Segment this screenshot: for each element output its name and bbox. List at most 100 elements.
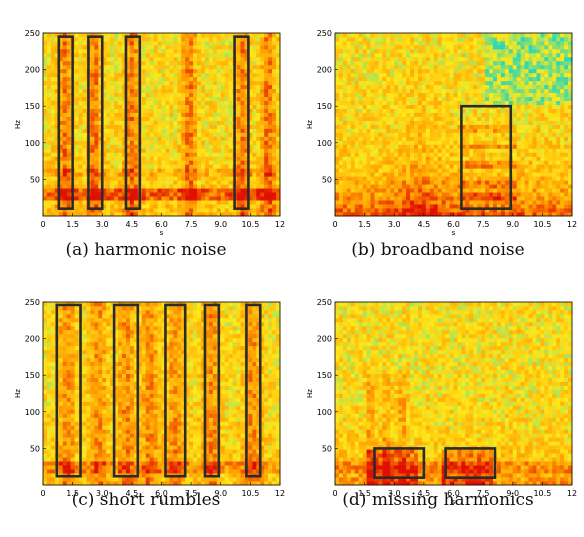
heatmap-cell <box>477 108 482 113</box>
heatmap-cell <box>378 136 383 141</box>
heatmap-cell <box>122 152 127 157</box>
heatmap-cell <box>335 108 340 113</box>
heatmap-cell <box>208 200 214 205</box>
heatmap-cell <box>425 156 431 161</box>
heatmap-cell <box>165 40 170 46</box>
heatmap-cell <box>240 92 245 98</box>
heatmap-cell <box>240 188 245 193</box>
heatmap-cell <box>208 80 214 86</box>
heatmap-cell <box>62 164 68 169</box>
heatmap-cell <box>165 184 170 189</box>
heatmap-cell <box>66 180 72 185</box>
heatmap-cell <box>449 104 454 109</box>
heatmap-cell <box>386 140 391 145</box>
heatmap-cell <box>193 48 198 54</box>
heatmap-cell <box>500 156 506 161</box>
heatmap-cell <box>43 108 48 113</box>
heatmap-cell <box>516 196 522 201</box>
heatmap-cell <box>437 208 443 213</box>
heatmap-cell <box>201 72 206 78</box>
heatmap-cell <box>141 188 147 193</box>
heatmap-cell <box>264 100 269 106</box>
heatmap-cell <box>382 196 387 201</box>
heatmap-cell <box>173 168 178 173</box>
heatmap-cell <box>94 68 99 74</box>
heatmap-cell <box>129 180 135 185</box>
heatmap-cell <box>485 88 490 94</box>
heatmap-cell <box>236 144 241 149</box>
heatmap-cell <box>189 188 194 193</box>
heatmap-cell <box>370 104 375 109</box>
heatmap-cell <box>204 104 210 109</box>
heatmap-cell <box>66 124 72 129</box>
heatmap-cell <box>477 152 482 157</box>
heatmap-cell <box>236 96 241 102</box>
heatmap-cell <box>496 124 502 129</box>
heatmap-cell <box>189 100 194 106</box>
heatmap-cell <box>465 68 470 74</box>
heatmap-cell <box>169 160 174 165</box>
heatmap-cell <box>477 33 482 38</box>
heatmap-cell <box>173 48 178 54</box>
heatmap-cell <box>489 116 494 121</box>
heatmap-cell <box>248 148 253 153</box>
heatmap-cell <box>224 160 230 165</box>
heatmap-cell <box>153 180 158 185</box>
heatmap-cell <box>461 68 466 74</box>
heatmap-cell <box>212 132 218 137</box>
heatmap-cell <box>516 104 522 109</box>
heatmap-cell <box>43 200 48 205</box>
heatmap-cell <box>354 204 360 209</box>
heatmap-cell <box>268 48 273 54</box>
heatmap-cell <box>453 44 458 50</box>
heatmap-cell <box>516 88 522 94</box>
heatmap-cell <box>189 84 194 90</box>
heatmap-cell <box>421 140 427 145</box>
heatmap-cell <box>118 60 123 66</box>
heatmap-cell <box>193 180 198 185</box>
heatmap-cell <box>133 136 139 141</box>
heatmap-cell <box>173 196 178 201</box>
heatmap-cell <box>386 132 391 137</box>
heatmap-cell <box>43 56 48 62</box>
heatmap-cell <box>181 168 186 173</box>
heatmap-cell <box>402 168 407 173</box>
heatmap-cell <box>378 212 383 217</box>
heatmap-cell <box>272 132 277 137</box>
heatmap-cell <box>441 144 446 149</box>
heatmap-cell <box>220 164 226 169</box>
heatmap-cell <box>441 184 446 189</box>
heatmap-cell <box>386 88 391 94</box>
heatmap-cell <box>453 164 458 169</box>
heatmap-cell <box>114 168 119 173</box>
heatmap-cell <box>78 156 83 161</box>
heatmap-cell <box>461 172 466 177</box>
heatmap-cell <box>362 100 367 106</box>
heatmap-cell <box>256 120 261 125</box>
heatmap-cell <box>248 172 253 177</box>
heatmap-cell <box>54 92 60 98</box>
heatmap-cell <box>469 72 474 78</box>
heatmap-cell <box>264 60 269 66</box>
heatmap-cell <box>244 200 249 205</box>
heatmap-cell <box>177 184 182 189</box>
heatmap-cell <box>110 64 115 70</box>
heatmap-cell <box>90 148 95 153</box>
heatmap-cell <box>260 100 265 106</box>
heatmap-cell <box>62 88 68 94</box>
heatmap-cell <box>161 128 166 133</box>
heatmap-cell <box>50 128 56 133</box>
heatmap-cell <box>165 156 170 161</box>
heatmap-cell <box>485 140 490 145</box>
heatmap-cell <box>46 52 52 58</box>
heatmap-cell <box>493 152 498 157</box>
heatmap-cell <box>94 156 99 161</box>
heatmap-cell <box>493 160 498 165</box>
heatmap-cell <box>74 156 79 161</box>
heatmap-cell <box>398 128 403 133</box>
heatmap-cell <box>342 40 348 46</box>
heatmap-cell <box>489 128 494 133</box>
heatmap-cell <box>94 48 99 54</box>
heatmap-cell <box>496 192 502 197</box>
heatmap-cell <box>406 208 411 213</box>
